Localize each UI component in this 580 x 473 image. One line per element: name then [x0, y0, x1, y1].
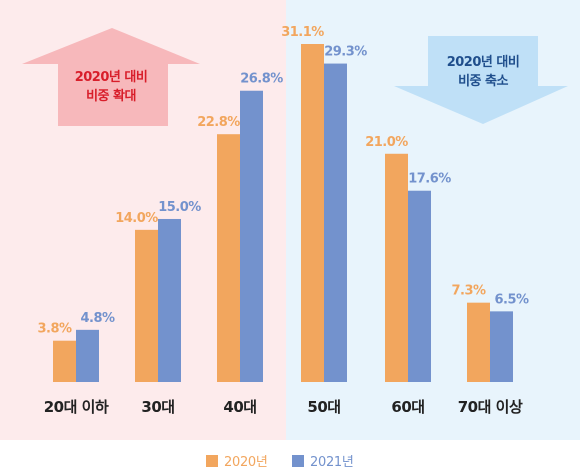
bar-2021년-40대: [240, 90, 263, 382]
category-label-70대 이상: 70대 이상: [458, 398, 523, 416]
data-label-2020년-70대 이상: 7.3%: [451, 284, 486, 299]
bar-2021년-50대: [324, 63, 347, 382]
data-label-2021년-70대 이상: 6.5%: [494, 292, 529, 307]
bar-2021년-70대 이상: [490, 311, 513, 382]
data-label-2021년-60대: 17.6%: [408, 172, 451, 187]
bar-2020년-50대: [301, 44, 324, 382]
category-label-60대: 60대: [391, 398, 424, 416]
data-label-2020년-50대: 31.1%: [281, 25, 324, 40]
increase-arrow: [22, 28, 200, 126]
legend-swatch-2021년: [292, 455, 304, 467]
bar-2020년-70대 이상: [467, 302, 490, 382]
bar-2020년-40대: [217, 134, 240, 382]
legend-label-2020년: 2020년: [224, 455, 268, 470]
data-label-2021년-40대: 26.8%: [240, 72, 283, 87]
data-label-2021년-30대: 15.0%: [158, 200, 201, 215]
legend-swatch-2020년: [206, 455, 218, 467]
category-label-30대: 30대: [141, 398, 174, 416]
data-label-2021년-20대 이하: 4.8%: [80, 311, 115, 326]
category-label-50대: 50대: [307, 398, 340, 416]
bar-2020년-60대: [385, 153, 408, 382]
bar-2020년-20대 이하: [53, 340, 76, 382]
bar-2020년-30대: [135, 229, 158, 382]
increase-label-line-2: 비중 확대: [86, 88, 136, 104]
decrease-label-line-1: 2020년 대비: [447, 55, 520, 70]
data-label-2021년-50대: 29.3%: [324, 45, 367, 60]
category-label-20대 이하: 20대 이하: [44, 398, 109, 416]
decrease-label-line-2: 비중 축소: [458, 73, 508, 89]
data-label-2020년-20대 이하: 3.8%: [37, 322, 72, 337]
bar-2021년-60대: [408, 190, 431, 382]
data-label-2020년-40대: 22.8%: [197, 115, 240, 130]
bar-2021년-20대 이하: [76, 329, 99, 382]
data-label-2020년-30대: 14.0%: [115, 211, 158, 226]
increase-label-line-1: 2020년 대비: [75, 70, 148, 85]
data-label-2020년-60대: 21.0%: [365, 135, 408, 150]
bar-2021년-30대: [158, 218, 181, 382]
decrease-arrow: [394, 36, 568, 124]
legend-label-2021년: 2021년: [310, 455, 354, 470]
category-label-40대: 40대: [223, 398, 256, 416]
